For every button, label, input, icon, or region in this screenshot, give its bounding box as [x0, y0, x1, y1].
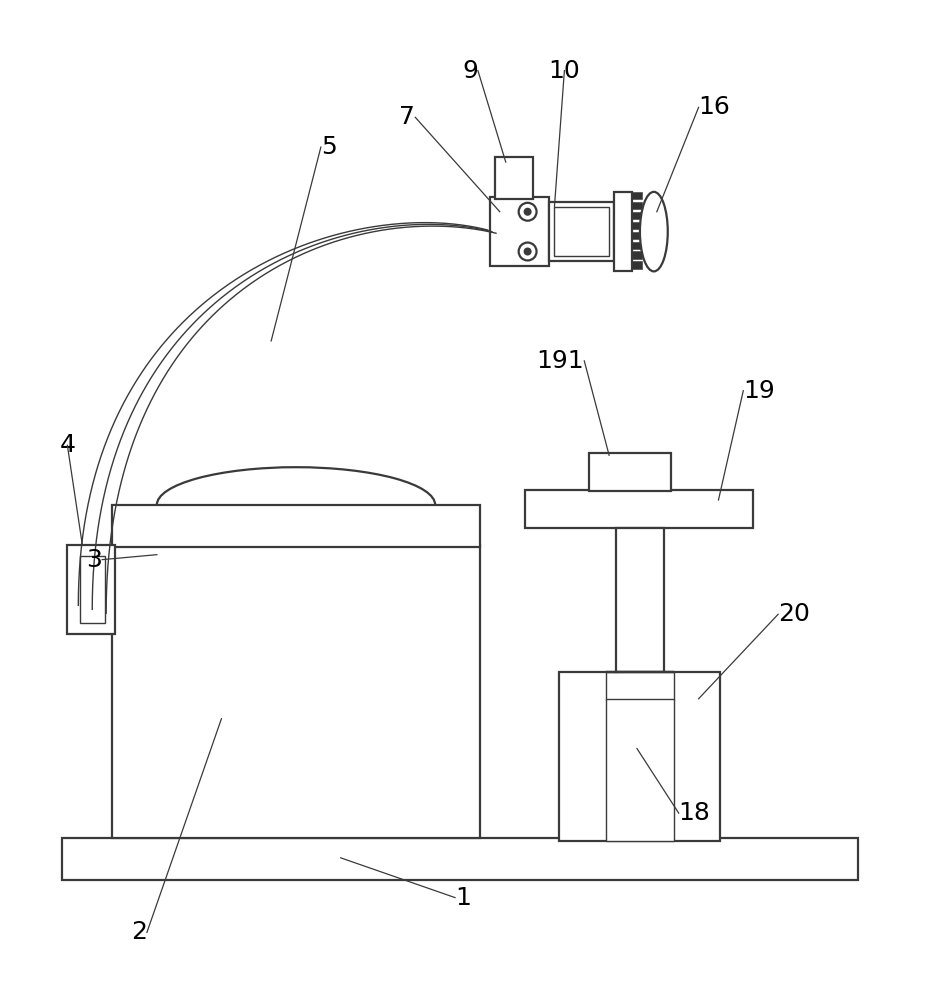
Bar — [632, 212, 642, 219]
Bar — [62, 838, 857, 880]
Text: 7: 7 — [399, 105, 415, 129]
Bar — [68, 545, 115, 634]
Bar — [112, 505, 480, 547]
Bar — [616, 528, 664, 672]
Bar — [607, 672, 674, 700]
Circle shape — [519, 203, 536, 221]
Text: 16: 16 — [698, 95, 731, 119]
Bar — [614, 192, 632, 271]
Text: 1: 1 — [455, 886, 471, 910]
Bar — [555, 207, 609, 256]
Bar — [632, 251, 642, 259]
Circle shape — [523, 208, 532, 216]
Text: 191: 191 — [537, 349, 584, 373]
Bar — [81, 556, 106, 623]
Bar — [559, 672, 720, 841]
Ellipse shape — [640, 192, 668, 271]
Circle shape — [523, 247, 532, 256]
Bar — [632, 192, 642, 199]
Bar — [632, 202, 642, 209]
Bar — [112, 545, 480, 838]
Text: 20: 20 — [778, 602, 810, 626]
Bar — [632, 232, 642, 239]
Text: 10: 10 — [548, 59, 581, 83]
Bar — [607, 699, 674, 841]
Bar — [632, 261, 642, 269]
Bar — [490, 197, 549, 266]
Text: 18: 18 — [679, 801, 710, 825]
Text: 2: 2 — [131, 920, 147, 944]
Bar — [494, 157, 532, 199]
Bar — [525, 490, 753, 528]
Bar — [589, 453, 670, 491]
Text: 3: 3 — [86, 548, 102, 572]
Bar — [549, 202, 614, 261]
Bar — [632, 242, 642, 249]
Text: 9: 9 — [462, 59, 478, 83]
Text: 5: 5 — [320, 135, 337, 159]
Bar — [632, 222, 642, 229]
Text: 19: 19 — [744, 379, 775, 403]
Circle shape — [519, 243, 536, 260]
Text: 4: 4 — [59, 433, 75, 457]
